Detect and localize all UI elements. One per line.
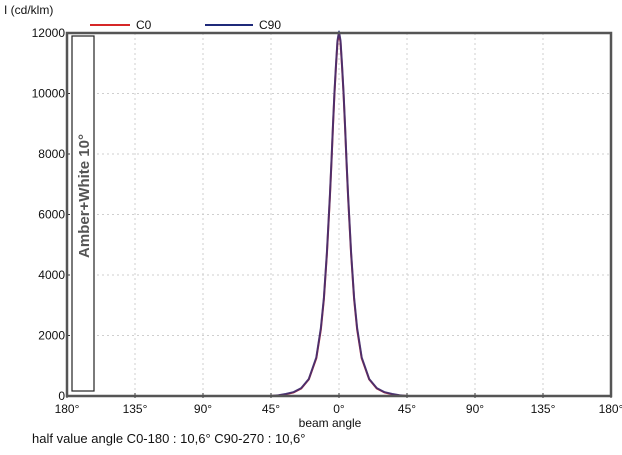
x-tick-labels: 180° 135° 90° 45° 0° 45° 90° 135° 180° [55, 393, 622, 416]
x-tick-label: 0° [333, 402, 345, 416]
side-label-box [71, 35, 95, 392]
x-tick-label: 45° [398, 402, 416, 416]
y-tick-label: 6000 [38, 208, 65, 222]
y-tick-label: 2000 [38, 329, 65, 343]
series-line-c90 [248, 30, 430, 397]
x-tick-label: 90° [194, 402, 212, 416]
y-axis-unit-label: I (cd/klm) [4, 3, 53, 17]
x-tick-label: 90° [466, 402, 484, 416]
side-label: Amber+White 10° [76, 134, 93, 258]
x-tick-label: 45° [262, 402, 280, 416]
plot-frame [65, 31, 613, 398]
y-tick-label: 0 [58, 389, 65, 403]
y-tick-label: 12000 [32, 26, 66, 40]
y-tick-label: 4000 [38, 268, 65, 282]
half-value-angle-text: half value angle C0-180 : 10,6° C90-270 … [32, 431, 306, 446]
x-tick-label: 180° [55, 402, 80, 416]
grid [67, 33, 611, 396]
x-axis-label: beam angle [299, 416, 362, 430]
legend: C0 C90 [90, 18, 281, 32]
y-tick-labels: 0 2000 4000 6000 8000 10000 12000 [32, 26, 70, 403]
x-tick-label: 135° [531, 402, 556, 416]
x-tick-label: 180° [599, 402, 622, 416]
y-tick-label: 8000 [38, 147, 65, 161]
x-tick-label: 135° [123, 402, 148, 416]
legend-c90-label: C90 [259, 18, 281, 32]
legend-c0-label: C0 [136, 18, 152, 32]
y-tick-label: 10000 [32, 87, 66, 101]
